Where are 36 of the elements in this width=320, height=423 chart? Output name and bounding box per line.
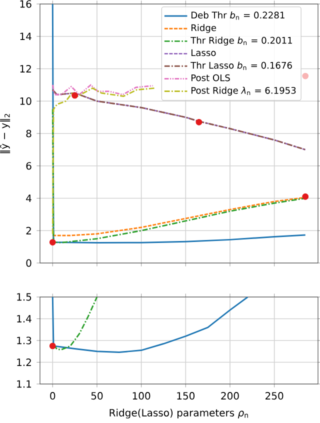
y-axis-title: ‖ŷ − y‖$_{2}$ — [0, 114, 10, 154]
y-tick-label: 14 — [20, 32, 32, 40]
legend-label: Post OLS — [192, 74, 230, 82]
y-tick-label: 16 — [20, 0, 32, 8]
x-tick-label: 0 — [50, 392, 56, 400]
legend-label: Ridge — [192, 24, 216, 33]
y-tick-label: 8 — [26, 130, 32, 138]
y-tick-label: 6 — [26, 162, 32, 170]
x-tick-label: 250 — [266, 392, 284, 400]
y-tick-label: 1.5 — [17, 293, 32, 301]
y-tick-label: 2 — [26, 226, 31, 234]
legend-label: Post Ridge λ$_{n}$ = 6.1953 — [192, 86, 296, 96]
y-tick-label: 1.2 — [17, 358, 31, 366]
legend-label: Thr Lasso b$_{n}$ = 0.1676 — [190, 62, 292, 70]
point — [302, 193, 309, 200]
y-tick-label: 1.1 — [17, 380, 32, 388]
legend-label: Thr Ridge b$_{n}$ = 0.2011 — [190, 36, 292, 46]
line-series — [52, 84, 154, 96]
y-tick-label: 10 — [20, 97, 32, 105]
legend-label: Lasso — [192, 49, 216, 56]
x-axis-title: Ridge(Lasso) parameters ρ$_{n}$ — [110, 408, 248, 418]
point — [72, 92, 78, 99]
point — [196, 118, 202, 126]
point — [49, 239, 56, 246]
x-tick-label: 100 — [132, 392, 150, 400]
x-tick-label: 150 — [177, 392, 195, 400]
y-tick-label: 1.3 — [17, 336, 32, 344]
y-tick-label: 1.4 — [17, 315, 32, 322]
y-tick-label: 4 — [26, 194, 32, 202]
x-tick-label: 200 — [221, 392, 239, 400]
y-tick-label: 12 — [20, 65, 31, 72]
line-series — [52, 87, 156, 235]
legend-label: Deb Thr b$_{n}$ = 0.2281 — [192, 12, 284, 20]
x-tick-label: 50 — [91, 392, 103, 400]
y-tick-label: 0 — [26, 259, 32, 267]
point — [302, 72, 309, 80]
